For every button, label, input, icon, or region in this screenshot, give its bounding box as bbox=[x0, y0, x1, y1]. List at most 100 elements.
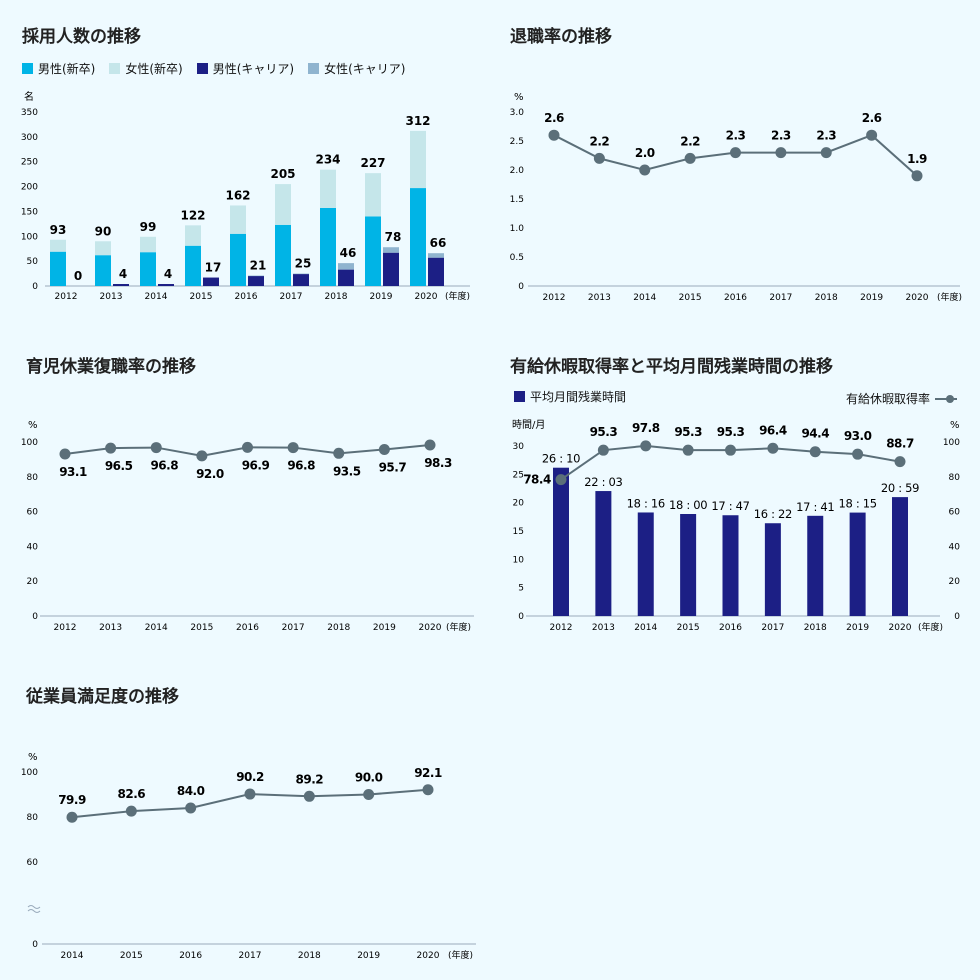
hiring-y-unit: 名 bbox=[24, 90, 34, 103]
turnover-y-tick: 1.0 bbox=[510, 224, 525, 234]
hiring-y-tick: 350 bbox=[21, 108, 38, 118]
overtime-label: 17 : 47 bbox=[711, 499, 749, 513]
return-point bbox=[196, 450, 208, 462]
turnover-x-tick: 2016 bbox=[724, 293, 747, 303]
legend-label-female-new: 女性(新卒) bbox=[125, 62, 183, 76]
leave-y-tick-right: 20 bbox=[949, 577, 961, 587]
return-y-tick: 100 bbox=[21, 438, 38, 448]
hiring-total-new-label: 312 bbox=[405, 114, 430, 128]
satisfaction-y-tick: 0 bbox=[32, 940, 38, 950]
hiring-bar-female-new bbox=[140, 236, 156, 253]
hiring-total-new-label: 234 bbox=[315, 153, 340, 167]
return-x-tick: 2013 bbox=[99, 623, 122, 633]
turnover-point bbox=[639, 164, 651, 176]
return-data-label: 93.5 bbox=[333, 464, 361, 478]
hiring-title: 採用人数の推移 bbox=[22, 27, 141, 47]
satisfaction-y-tick: 100 bbox=[21, 768, 38, 778]
leave-rate-point bbox=[682, 444, 694, 456]
hiring-total-career-label: 66 bbox=[430, 236, 447, 250]
leave-rate-label: 97.8 bbox=[632, 421, 660, 435]
leave-x-tick: 2018 bbox=[804, 623, 827, 633]
satisfaction-point bbox=[303, 790, 315, 802]
hiring-total-career-label: 0 bbox=[74, 269, 82, 283]
hiring-x-tick: 2016 bbox=[235, 292, 258, 302]
return-x-unit: (年度) bbox=[446, 621, 471, 633]
legend-label-leave-rate: 有給休暇取得率 bbox=[846, 392, 931, 406]
legend-line-icon bbox=[935, 394, 958, 403]
overtime-bar bbox=[722, 515, 739, 616]
legend-leave-rate: 有給休暇取得率 bbox=[846, 390, 958, 407]
turnover-data-label: 2.3 bbox=[726, 129, 746, 143]
hiring-legend: 男性(新卒) 女性(新卒) 男性(キャリア) 女性(キャリア) bbox=[22, 60, 406, 77]
leave-y-tick-left: 0 bbox=[518, 612, 524, 622]
leave-y-unit-left: 時間/月 bbox=[512, 419, 545, 431]
turnover-x-tick: 2012 bbox=[543, 293, 566, 303]
overtime-label: 22 : 03 bbox=[584, 475, 622, 489]
overtime-label: 18 : 15 bbox=[838, 497, 876, 511]
hiring-total-new-label: 99 bbox=[140, 220, 157, 234]
hiring-total-career-label: 4 bbox=[119, 267, 127, 281]
hiring-bar-male-career bbox=[293, 274, 309, 286]
leave-rate-point bbox=[809, 446, 821, 458]
satisfaction-x-tick: 2015 bbox=[120, 951, 143, 961]
satisfaction-x-tick: 2016 bbox=[179, 951, 202, 961]
leave-rate-label: 88.7 bbox=[886, 437, 914, 451]
leave-y-tick-left: 30 bbox=[513, 442, 525, 452]
return-data-label: 96.5 bbox=[105, 459, 133, 473]
turnover-point bbox=[911, 170, 923, 182]
leave-y-tick-right: 40 bbox=[949, 542, 961, 552]
hiring-y-tick: 300 bbox=[21, 133, 38, 143]
return-point bbox=[424, 439, 436, 451]
overtime-bar bbox=[892, 497, 908, 616]
overtime-label: 18 : 16 bbox=[627, 496, 665, 510]
leave-rate-legend: 有給休暇取得率 bbox=[846, 390, 958, 407]
hiring-total-career-label: 21 bbox=[250, 259, 267, 273]
satisfaction-point bbox=[363, 789, 375, 800]
legend-female-new: 女性(新卒) bbox=[109, 60, 183, 77]
return-x-tick: 2017 bbox=[282, 623, 305, 633]
hiring-bar-male-new bbox=[140, 252, 156, 286]
hiring-bar-female-new bbox=[185, 225, 201, 246]
turnover-data-label: 2.0 bbox=[635, 146, 655, 160]
turnover-data-label: 2.3 bbox=[771, 129, 791, 143]
leave-rate-label: 78.4 bbox=[523, 473, 551, 487]
legend-label-female-career: 女性(キャリア) bbox=[324, 62, 406, 76]
satisfaction-data-label: 90.0 bbox=[355, 771, 383, 785]
leave-rate-label: 94.4 bbox=[801, 427, 829, 441]
return-data-label: 96.9 bbox=[242, 458, 270, 472]
overtime-label: 17 : 41 bbox=[796, 500, 834, 514]
satisfaction-point bbox=[66, 811, 78, 823]
return-y-tick: 80 bbox=[27, 473, 39, 483]
leave-rate-label: 95.3 bbox=[717, 425, 745, 439]
hiring-total-career-label: 4 bbox=[164, 267, 172, 281]
hiring-bar-female-new bbox=[50, 239, 66, 252]
satisfaction-data-label: 90.2 bbox=[236, 770, 264, 784]
overtime-label: 20 : 59 bbox=[881, 481, 919, 495]
hiring-bar-female-new bbox=[230, 205, 246, 234]
hiring-bar-male-career bbox=[158, 284, 174, 286]
turnover-data-label: 2.6 bbox=[544, 111, 564, 125]
hiring-bar-female-career bbox=[428, 253, 444, 258]
leave-rate-point bbox=[894, 456, 906, 468]
hiring-chart: 名 0 50 100 150 200 250 300 350 93 0 2012 90 4 2013 99 4 2… bbox=[21, 90, 470, 302]
leave-rate-point bbox=[852, 448, 864, 460]
leave-x-tick: 2012 bbox=[550, 623, 573, 633]
legend-overtime: 平均月間残業時間 bbox=[514, 388, 626, 405]
hiring-y-tick: 50 bbox=[27, 257, 39, 267]
leave-rate-label: 95.3 bbox=[674, 425, 702, 439]
hiring-bar-female-career bbox=[338, 263, 354, 270]
satisfaction-x-tick: 2019 bbox=[357, 951, 380, 961]
turnover-title: 退職率の推移 bbox=[510, 27, 612, 47]
leave-rate-label: 96.4 bbox=[759, 423, 787, 437]
turnover-x-tick: 2019 bbox=[860, 293, 883, 303]
return-data-label: 93.1 bbox=[59, 465, 87, 479]
hiring-y-tick: 200 bbox=[21, 183, 38, 193]
overtime-label: 18 : 00 bbox=[669, 498, 707, 512]
overtime-bar bbox=[637, 512, 654, 616]
return-y-tick: 60 bbox=[27, 508, 39, 518]
leave-x-tick: 2013 bbox=[592, 623, 615, 633]
return-data-label: 98.3 bbox=[424, 456, 452, 470]
return-x-tick: 2015 bbox=[190, 623, 213, 633]
turnover-point bbox=[548, 129, 560, 141]
satisfaction-chart: % 0 60 80 100 79.9 2014 82.6 2015 84.0 2016 90.2 201… bbox=[21, 752, 476, 961]
